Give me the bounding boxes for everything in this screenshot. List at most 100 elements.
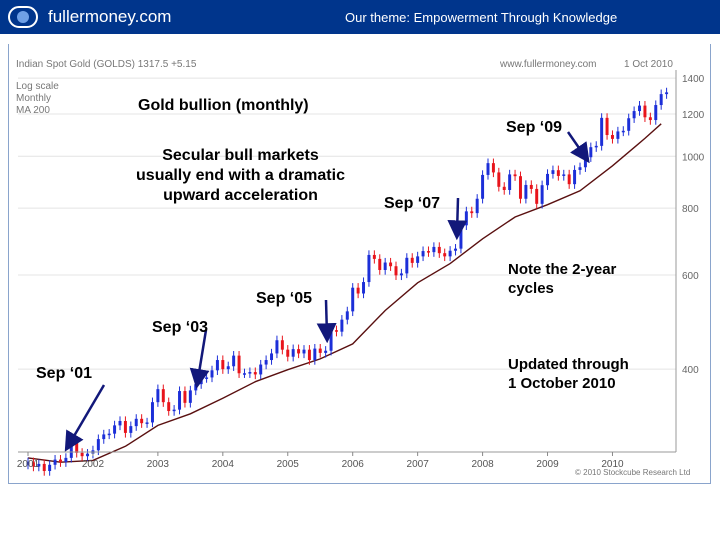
candle-body — [313, 348, 317, 361]
candle-body — [540, 185, 544, 204]
candle-body — [432, 246, 436, 253]
candle-body — [329, 330, 333, 351]
candle-body — [529, 184, 533, 189]
candle-body — [291, 349, 295, 357]
fullermoney-logo-icon — [8, 6, 38, 28]
arrow-sep07 — [447, 197, 468, 241]
candle-body — [486, 163, 490, 175]
candle-body — [627, 118, 631, 131]
candle-body — [389, 262, 393, 267]
legend-ma: MA 200 — [16, 105, 50, 116]
arrow-sep03 — [189, 329, 210, 389]
label-sep05: Sep ‘05 — [256, 290, 313, 307]
site-name[interactable]: fullermoney.com — [48, 7, 172, 26]
candle-body — [405, 257, 409, 274]
candle-body — [562, 174, 566, 176]
candle-body — [410, 257, 414, 263]
secular-note-line-2: usually end with a dramatic — [136, 167, 345, 184]
chart-instrument-label: Indian Spot Gold (GOLDS) 1317.5 +5.15 — [16, 59, 197, 70]
candle-body — [443, 253, 447, 257]
candle-body — [80, 452, 84, 457]
candle-body — [356, 287, 360, 294]
chart-title: Gold bullion (monthly) — [138, 97, 309, 114]
candle-body — [194, 384, 198, 391]
x-tick-label: 2007 — [407, 459, 430, 470]
x-tick-label: 2004 — [212, 459, 235, 470]
candle-body — [616, 131, 620, 139]
x-tick-label: 2008 — [471, 459, 494, 470]
candle-body — [86, 453, 90, 457]
candle-body — [26, 462, 30, 465]
candle-body — [524, 184, 528, 199]
candle-body — [535, 188, 539, 204]
candle-body — [621, 130, 625, 133]
candle-body — [259, 364, 263, 375]
candle-body — [459, 225, 463, 249]
label-sep01: Sep ‘01 — [36, 365, 93, 382]
chart-frame — [8, 44, 711, 484]
candle-body — [286, 349, 290, 357]
y-tick-label: 600 — [682, 271, 699, 282]
candle-body — [42, 463, 46, 472]
candle-body — [383, 262, 387, 270]
candle-body — [215, 360, 219, 371]
candle-body — [502, 186, 506, 190]
candle-body — [96, 439, 100, 451]
candle-body — [178, 391, 182, 410]
candle-body — [188, 390, 192, 403]
candle-body — [610, 135, 614, 139]
candle-body — [351, 287, 355, 312]
secular-note-line-3: upward acceleration — [163, 187, 318, 204]
candle-body — [421, 251, 425, 257]
candle-body — [129, 426, 133, 433]
candle-body — [248, 372, 252, 374]
updated-note-line-2: 1 October 2010 — [508, 374, 616, 392]
x-tick-label: 2005 — [277, 459, 300, 470]
candle-body — [318, 348, 322, 353]
candle-body — [280, 340, 284, 350]
arrow-sep09 — [566, 131, 590, 164]
candle-body — [253, 372, 257, 375]
candle-body — [399, 273, 403, 276]
candle-body — [600, 117, 604, 146]
candle-body — [161, 389, 165, 403]
chart-source-url: www.fullermoney.com — [500, 59, 597, 70]
candle-body — [334, 330, 338, 332]
candle-body — [362, 282, 366, 294]
arrow-sep01 — [64, 384, 106, 452]
candle-body — [242, 373, 246, 375]
copyright: © 2010 Stockcube Research Ltd — [575, 468, 691, 477]
candle-body — [232, 355, 236, 367]
candle-body — [508, 174, 512, 190]
candle-body — [497, 172, 501, 187]
header-bar: fullermoney.com Our theme: Empowerment T… — [0, 0, 720, 34]
candle-body — [448, 250, 452, 257]
candle-body — [475, 198, 479, 214]
updated-note-line-1: Updated through — [508, 356, 629, 373]
candle-body — [345, 311, 349, 320]
candle-body — [302, 349, 306, 354]
candle-body — [134, 418, 138, 427]
label-sep03: Sep ‘03 — [152, 319, 209, 336]
candle-body — [367, 254, 371, 283]
candle-body — [145, 422, 149, 424]
secular-note: Secular bull markets usually end with a … — [108, 146, 373, 206]
candle-body — [297, 349, 301, 354]
annotation-arrows — [64, 131, 590, 452]
x-tick-label: 2006 — [342, 459, 365, 470]
candle-body — [156, 389, 160, 403]
candle-body — [632, 111, 636, 119]
candle-body — [75, 441, 79, 453]
x-tick-label: 2002 — [82, 459, 105, 470]
candle-body — [205, 377, 209, 379]
cycles-note-line-1: Note the 2-year — [508, 261, 617, 278]
candle-body — [150, 402, 154, 423]
candle-body — [426, 251, 430, 253]
y-tick-label: 800 — [682, 204, 699, 215]
candle-body — [140, 418, 144, 424]
candle-body — [605, 117, 609, 136]
cycles-note-line-2: cycles — [508, 279, 554, 297]
ma-200-series — [27, 123, 662, 463]
candle-body — [307, 349, 311, 361]
